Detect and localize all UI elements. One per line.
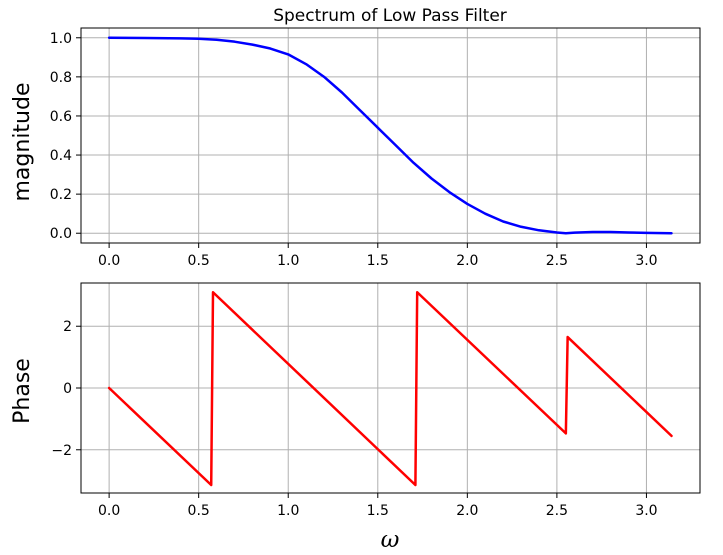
magnitude-y-tick-label: 1.0 <box>50 31 72 47</box>
magnitude-x-tick-label: 1.0 <box>277 253 299 269</box>
magnitude-y-tick-label: 0.0 <box>50 226 72 242</box>
phase-grid <box>81 283 700 493</box>
magnitude-ticks: 0.0 0.5 1.0 1.5 2.0 2.5 3.0 0.0 0.2 0.4 0.6 0.8 1.0 <box>50 31 658 269</box>
phase-x-tick-label: 2.0 <box>456 503 478 519</box>
phase-x-tick-label: 1.0 <box>277 503 299 519</box>
magnitude-plot-frame <box>80 27 701 244</box>
magnitude-grid <box>81 28 700 243</box>
magnitude-x-tick-label: 3.0 <box>635 253 657 269</box>
phase-y-tick-label: 2 <box>63 319 72 335</box>
magnitude-x-tick-label: 0.5 <box>188 253 210 269</box>
phase-y-tick-label: 0 <box>63 381 72 397</box>
phase-x-tick-label: 3.0 <box>635 503 657 519</box>
magnitude-y-tick-label: 0.6 <box>50 109 72 125</box>
magnitude-series <box>107 36 673 235</box>
phase-x-tick-label: 2.5 <box>546 503 568 519</box>
magnitude-x-tick-label: 0.0 <box>98 253 120 269</box>
phase-ticks: 0.0 0.5 1.0 1.5 2.0 2.5 3.0 −2 0 2 <box>51 319 657 519</box>
magnitude-plot: 0.0 0.5 1.0 1.5 2.0 2.5 3.00.00.20.40.60.81.0 … <box>10 6 701 269</box>
phase-x-tick-label: 0.0 <box>98 503 120 519</box>
magnitude-x-tick-label: 2.0 <box>456 253 478 269</box>
chart-title: Spectrum of Low Pass Filter <box>273 6 507 26</box>
magnitude-y-tick-label: 0.4 <box>50 148 72 164</box>
phase-series <box>107 291 673 487</box>
phase-plot: 0.0 0.5 1.0 1.5 2.0 2.5 3.0 −2 0 2 Phase ω <box>10 282 701 553</box>
phase-x-tick-label: 1.5 <box>367 503 389 519</box>
magnitude-plot-background <box>81 28 700 243</box>
phase-x-tick-label: 0.5 <box>188 503 210 519</box>
phase-y-axis-label: Phase <box>10 358 35 424</box>
x-axis-label: ω <box>381 527 400 553</box>
magnitude-y-axis-label: magnitude <box>10 82 35 201</box>
phase-line <box>107 291 673 487</box>
magnitude-y-tick-label: 0.2 <box>50 187 72 203</box>
magnitude-x-tick-label: 2.5 <box>546 253 568 269</box>
magnitude-x-tick-label: 1.5 <box>367 253 389 269</box>
phase-y-tick-label: −2 <box>51 443 72 459</box>
magnitude-line <box>107 36 673 235</box>
magnitude-y-tick-label: 0.8 <box>50 70 72 86</box>
